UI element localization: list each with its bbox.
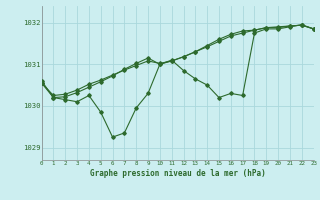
X-axis label: Graphe pression niveau de la mer (hPa): Graphe pression niveau de la mer (hPa) (90, 169, 266, 178)
